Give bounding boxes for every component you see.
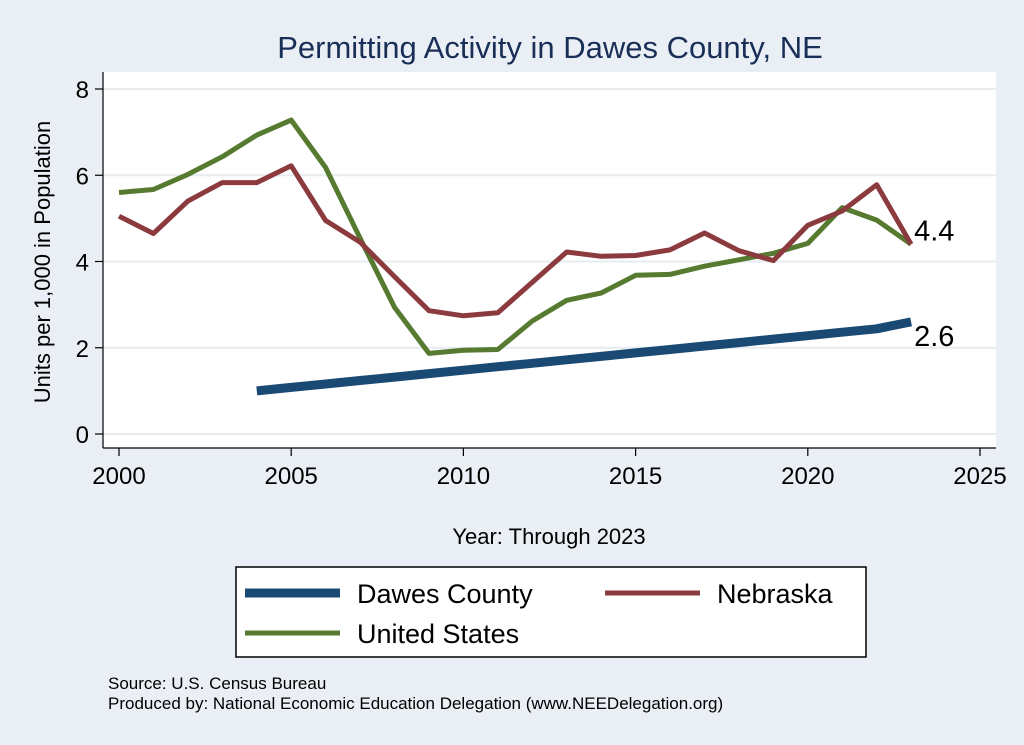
gridlines <box>103 88 996 435</box>
source-note: Source: U.S. Census Bureau <box>108 674 326 693</box>
y-tick-label: 4 <box>76 250 89 277</box>
end-label: 2.6 <box>914 321 954 353</box>
legend-label-united-states: United States <box>357 619 519 649</box>
legend-label-nebraska: Nebraska <box>717 579 834 609</box>
x-ticks: 2000 2005 2010 2015 2020 2025 <box>92 448 1007 490</box>
x-tick-label: 2015 <box>609 463 662 490</box>
x-tick-label: 2025 <box>953 463 1006 490</box>
y-ticks: 0 2 4 6 8 <box>76 77 103 449</box>
series-line-dawes-county <box>256 317 912 396</box>
x-tick-label: 2010 <box>437 463 490 490</box>
chart-title: Permitting Activity in Dawes County, NE <box>277 30 823 65</box>
plot-area <box>103 72 996 448</box>
y-tick-label: 0 <box>76 422 89 449</box>
end-label: 4.4 <box>914 215 954 247</box>
legend-label-dawes-county: Dawes County <box>357 579 533 609</box>
series-line-nebraska <box>117 163 914 319</box>
x-axis-title: Year: Through 2023 <box>452 524 645 549</box>
end-labels: 4.4 2.6 <box>914 215 954 353</box>
y-axis-title: Units per 1,000 in Population <box>30 121 55 404</box>
x-tick-label: 2020 <box>781 463 834 490</box>
x-tick-label: 2000 <box>92 463 145 490</box>
series-group <box>117 117 914 396</box>
produced-by-note: Produced by: National Economic Education… <box>108 694 723 713</box>
y-tick-label: 2 <box>76 336 89 363</box>
legend-box <box>235 566 867 658</box>
y-tick-label: 6 <box>76 163 89 190</box>
y-tick-label: 8 <box>76 77 89 104</box>
x-tick-label: 2005 <box>265 463 318 490</box>
